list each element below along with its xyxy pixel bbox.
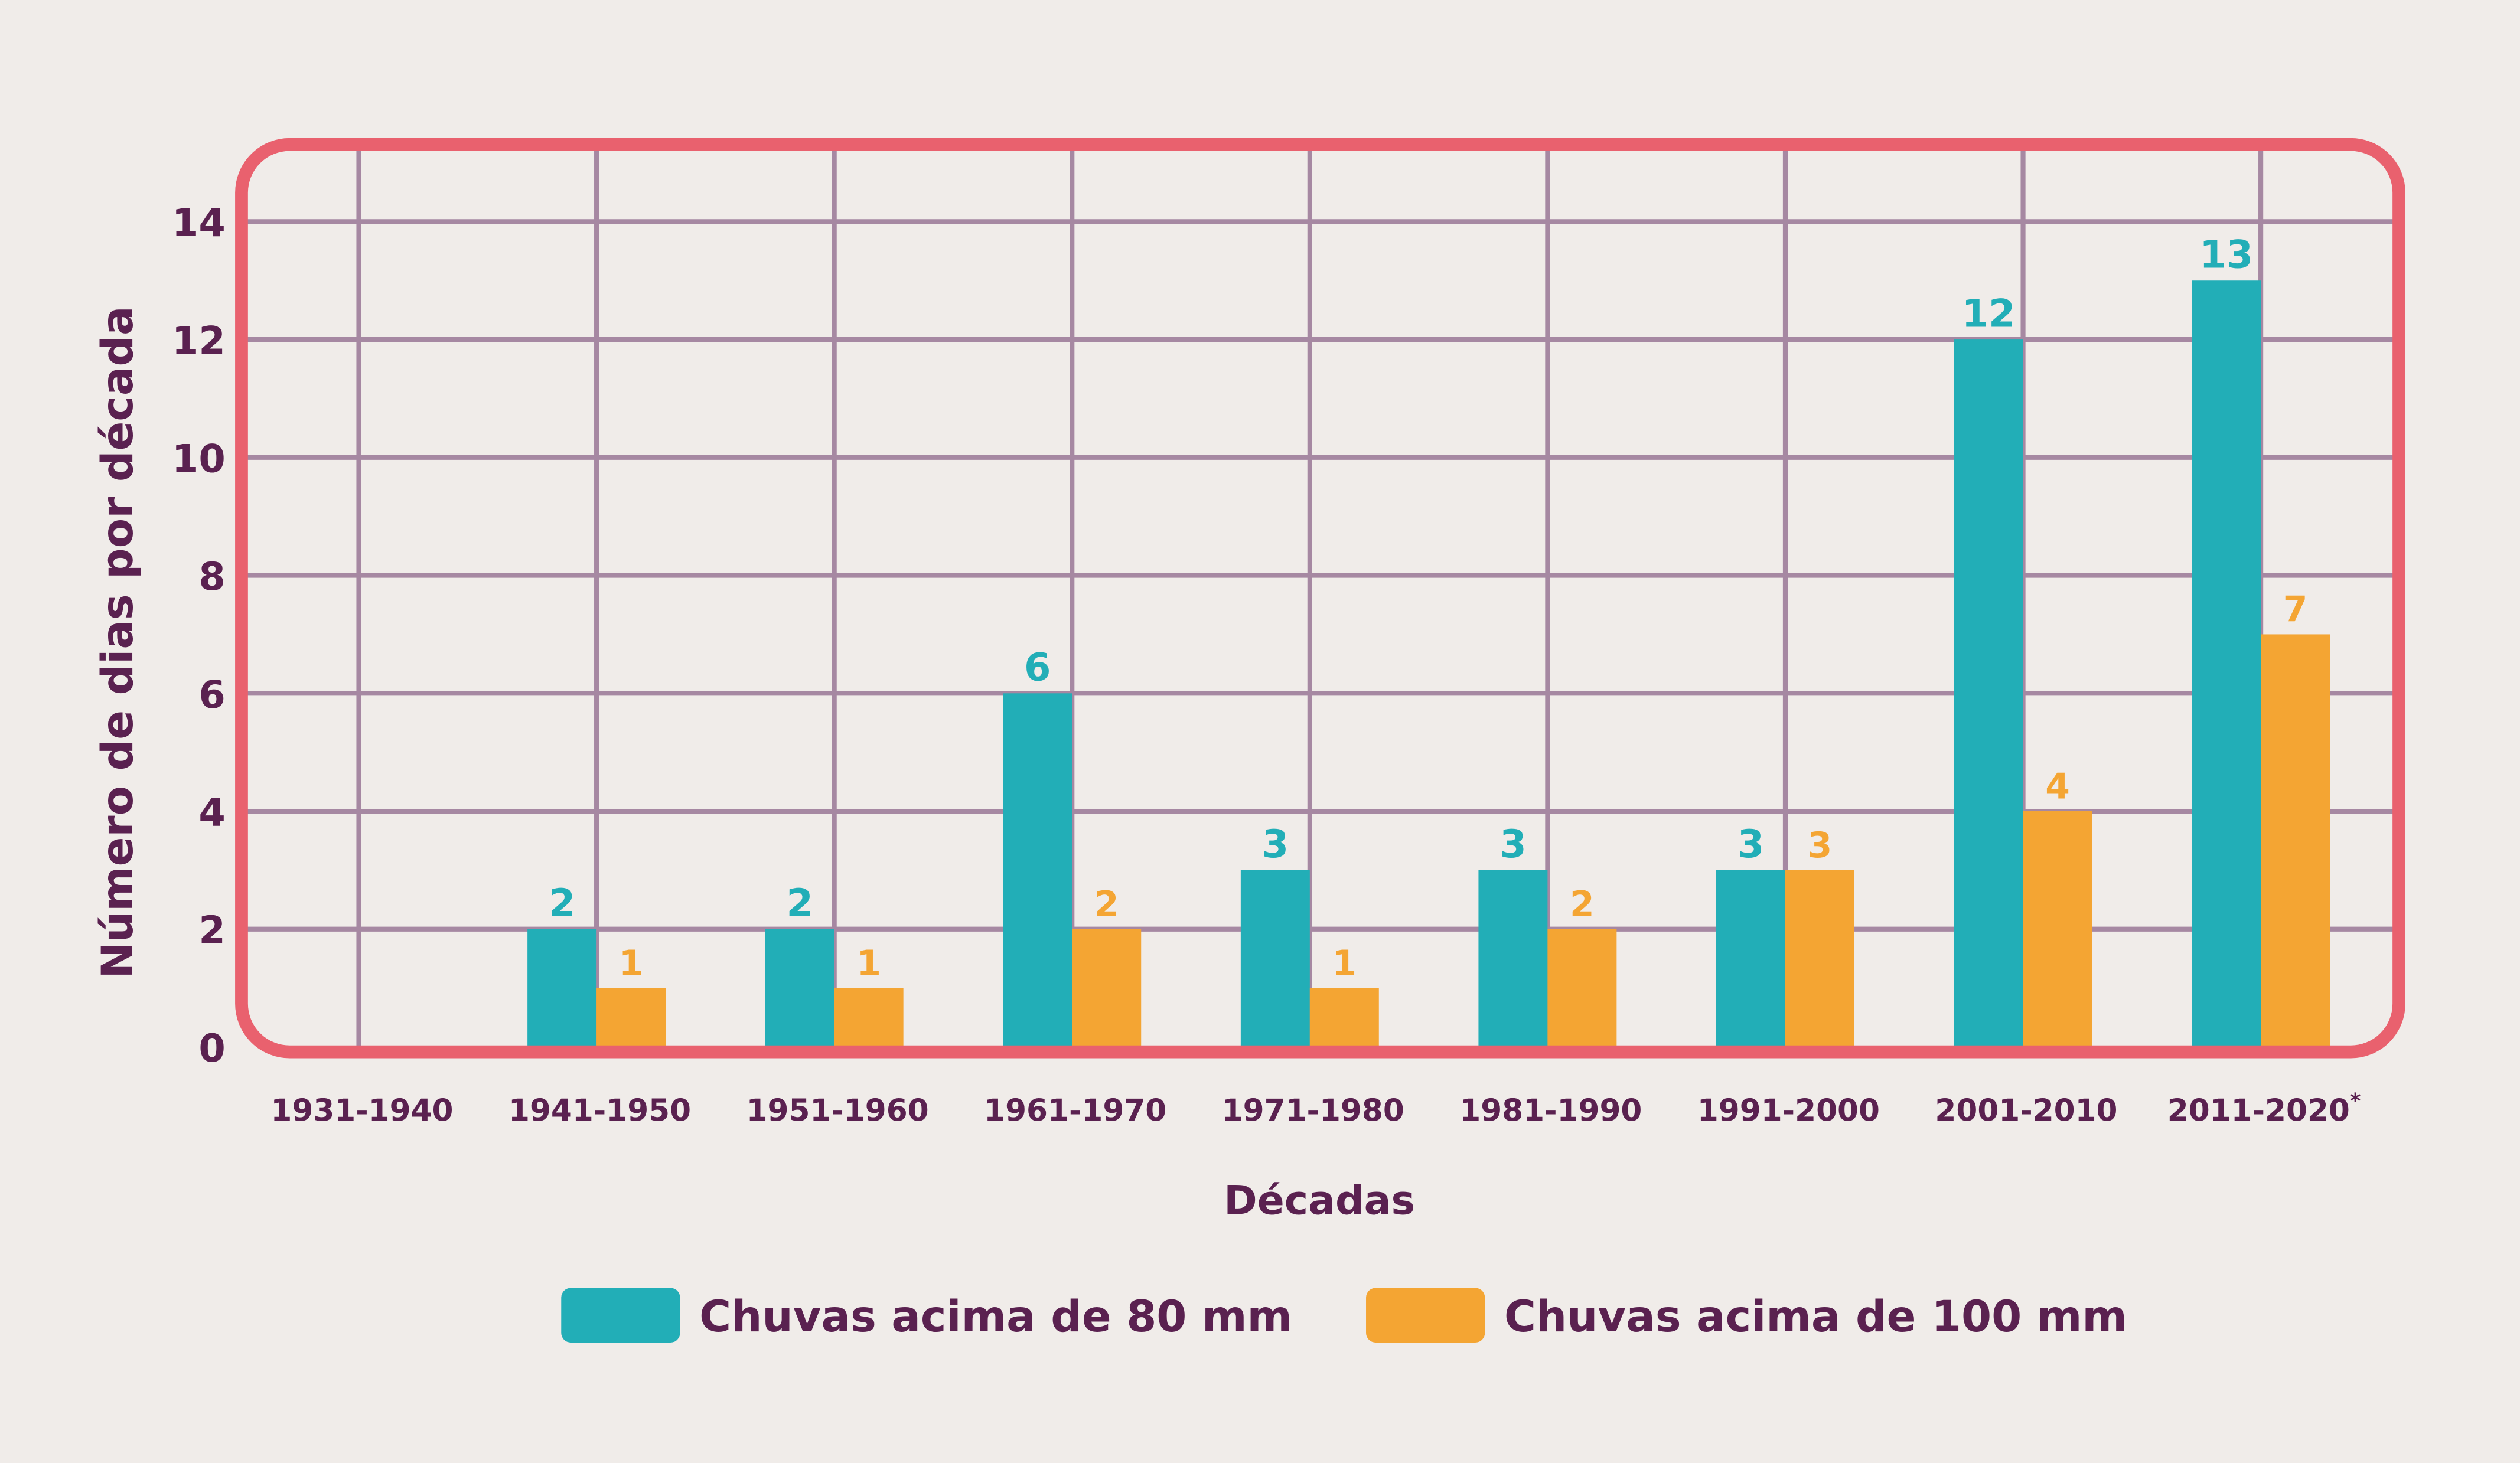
- bar-80mm: [2192, 280, 2261, 1047]
- data-label: 4: [2045, 766, 2070, 807]
- bar-100mm: [596, 988, 666, 1047]
- bar-100mm: [2023, 811, 2092, 1047]
- legend-label-80mm: Chuvas acima de 80 mm: [699, 1292, 1292, 1342]
- x-tick-label: 1971-1980: [1222, 1093, 1404, 1129]
- x-tick-label: 1961-1970: [984, 1093, 1166, 1129]
- bar-80mm: [765, 929, 834, 1047]
- bar-100mm: [1785, 870, 1854, 1047]
- x-axis-label: Décadas: [1224, 1177, 1415, 1224]
- bar-80mm: [1240, 870, 1310, 1047]
- data-label: 2: [786, 881, 813, 926]
- x-tick-label: 1991-2000: [1697, 1093, 1880, 1129]
- data-label: 1: [619, 943, 644, 984]
- data-label: 13: [2199, 232, 2253, 277]
- y-tick-label: 0: [198, 1026, 225, 1071]
- data-label: 2: [1570, 884, 1595, 925]
- bar-80mm: [1478, 870, 1548, 1047]
- data-label: 7: [2283, 589, 2308, 631]
- bar-100mm: [1547, 929, 1617, 1047]
- x-tick-label: 1951-1960: [746, 1093, 929, 1129]
- data-label: 12: [1962, 291, 2016, 336]
- legend-swatch-80mm: [561, 1288, 680, 1343]
- y-axis-label: Número de dias por década: [93, 306, 143, 978]
- data-label: 2: [1094, 884, 1119, 925]
- data-label: 3: [1499, 822, 1526, 867]
- x-tick-labels: 1931-1940 1941-1950 1951-1960 1961-1970 1971…: [270, 1089, 2361, 1129]
- bar-100mm: [1309, 988, 1379, 1047]
- data-label: 6: [1024, 645, 1051, 690]
- x-tick-label: 2001-2010: [1935, 1093, 2117, 1129]
- y-tick-label: 2: [198, 908, 225, 953]
- data-label: 2: [549, 881, 575, 926]
- data-label: 3: [1808, 825, 1833, 866]
- legend: Chuvas acima de 80 mm Chuvas acima de 10…: [561, 1288, 2127, 1343]
- bar-80mm: [1716, 870, 1785, 1047]
- legend-label-100mm: Chuvas acima de 100 mm: [1504, 1292, 2127, 1342]
- data-label: 3: [1737, 822, 1764, 867]
- plot-frame: [235, 138, 2405, 1059]
- x-tick-label: 1941-1950: [508, 1093, 691, 1129]
- x-tick-label: 2011-2020*: [2167, 1089, 2361, 1129]
- y-tick-label: 6: [198, 672, 225, 717]
- y-tick-label: 8: [198, 554, 225, 599]
- x-tick-label: 1931-1940: [270, 1093, 453, 1129]
- data-label: 3: [1262, 822, 1289, 867]
- data-label: 1: [856, 943, 881, 984]
- y-tick-label: 14: [172, 201, 226, 246]
- y-tick-label: 4: [198, 791, 225, 835]
- bar-100mm: [1072, 929, 1142, 1047]
- y-tick-label: 12: [172, 319, 226, 364]
- x-tick-label: 1981-1990: [1459, 1093, 1642, 1129]
- bar-80mm: [1954, 339, 2023, 1047]
- data-label: 1: [1332, 943, 1357, 984]
- bar-100mm: [834, 988, 904, 1047]
- bar-80mm: [1003, 693, 1072, 1047]
- legend-swatch-100mm: [1366, 1288, 1485, 1343]
- bar-80mm: [527, 929, 597, 1047]
- y-tick-labels: 0 2 4 6 8 10 12 14: [172, 201, 226, 1071]
- y-tick-label: 10: [172, 436, 226, 481]
- bar-100mm: [2261, 634, 2330, 1047]
